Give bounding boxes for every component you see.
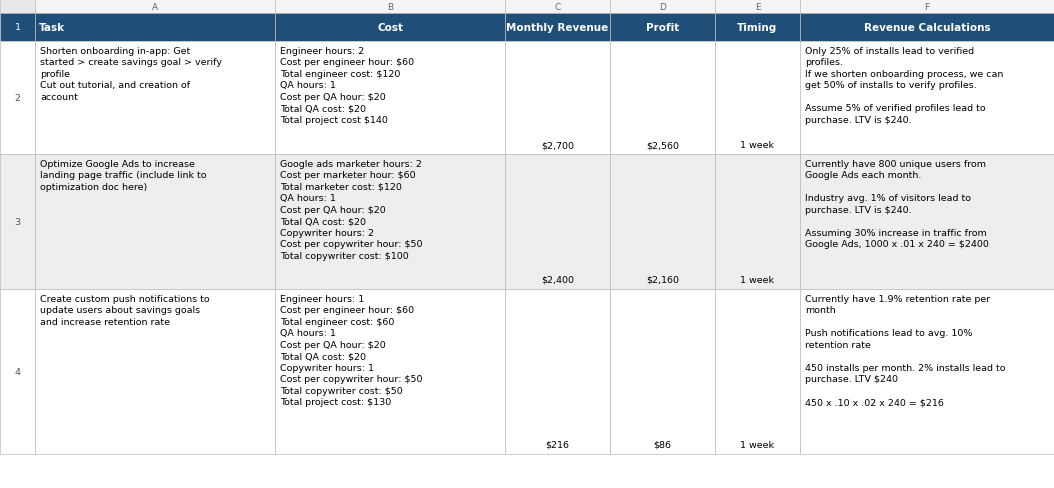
Text: Create custom push notifications to
update users about savings goals
and increas: Create custom push notifications to upda… xyxy=(40,294,210,326)
Bar xyxy=(35,14,275,42)
Text: Engineer hours: 2
Cost per engineer hour: $60
Total engineer cost: $120
QA hours: Engineer hours: 2 Cost per engineer hour… xyxy=(280,47,414,124)
Text: $2,560: $2,560 xyxy=(646,141,679,150)
Bar xyxy=(275,0,505,14)
Bar xyxy=(610,289,715,454)
Bar xyxy=(610,42,715,155)
Bar xyxy=(35,0,275,14)
Bar xyxy=(505,155,610,289)
Bar xyxy=(610,155,715,289)
Bar xyxy=(0,0,35,14)
Text: F: F xyxy=(924,2,930,12)
Bar xyxy=(715,155,800,289)
Text: 1 week: 1 week xyxy=(741,275,775,285)
Text: $86: $86 xyxy=(653,440,671,449)
Bar xyxy=(800,155,1054,289)
Bar xyxy=(715,42,800,155)
Text: $216: $216 xyxy=(546,440,569,449)
Text: A: A xyxy=(152,2,158,12)
Text: Timing: Timing xyxy=(738,23,778,33)
Text: Profit: Profit xyxy=(646,23,679,33)
Text: E: E xyxy=(755,2,760,12)
Bar xyxy=(275,14,505,42)
Bar xyxy=(275,155,505,289)
Bar xyxy=(0,289,35,454)
Bar xyxy=(715,0,800,14)
Text: Optimize Google Ads to increase
landing page traffic (include link to
optimizati: Optimize Google Ads to increase landing … xyxy=(40,160,207,191)
Text: C: C xyxy=(554,2,561,12)
Text: Shorten onboarding in-app: Get
started > create savings goal > verify
profile
Cu: Shorten onboarding in-app: Get started >… xyxy=(40,47,222,102)
Bar xyxy=(275,289,505,454)
Text: Cost: Cost xyxy=(377,23,403,33)
Text: D: D xyxy=(659,2,666,12)
Text: 1: 1 xyxy=(15,23,20,32)
Text: Monthly Revenue: Monthly Revenue xyxy=(506,23,608,33)
Text: Currently have 1.9% retention rate per
month

Push notifications lead to avg. 10: Currently have 1.9% retention rate per m… xyxy=(805,294,1006,406)
Text: B: B xyxy=(387,2,393,12)
Bar xyxy=(610,0,715,14)
Text: Revenue Calculations: Revenue Calculations xyxy=(863,23,991,33)
Bar xyxy=(35,42,275,155)
Bar xyxy=(275,42,505,155)
Bar xyxy=(610,14,715,42)
Bar xyxy=(505,14,610,42)
Text: 3: 3 xyxy=(15,218,21,226)
Bar xyxy=(800,42,1054,155)
Text: Engineer hours: 1
Cost per engineer hour: $60
Total engineer cost: $60
QA hours:: Engineer hours: 1 Cost per engineer hour… xyxy=(280,294,423,406)
Bar xyxy=(0,155,35,289)
Text: $2,400: $2,400 xyxy=(541,275,574,285)
Bar xyxy=(505,289,610,454)
Text: 1 week: 1 week xyxy=(741,440,775,449)
Bar xyxy=(715,289,800,454)
Text: Task: Task xyxy=(39,23,65,33)
Text: Google ads marketer hours: 2
Cost per marketer hour: $60
Total marketer cost: $1: Google ads marketer hours: 2 Cost per ma… xyxy=(280,160,423,260)
Bar xyxy=(800,0,1054,14)
Text: 2: 2 xyxy=(15,94,20,103)
Text: Only 25% of installs lead to verified
profiles.
If we shorten onboarding process: Only 25% of installs lead to verified pr… xyxy=(805,47,1003,124)
Text: $2,700: $2,700 xyxy=(541,141,574,150)
Text: 4: 4 xyxy=(15,367,20,376)
Bar xyxy=(505,42,610,155)
Bar xyxy=(800,14,1054,42)
Bar xyxy=(35,155,275,289)
Text: 1 week: 1 week xyxy=(741,141,775,150)
Text: $2,160: $2,160 xyxy=(646,275,679,285)
Bar xyxy=(505,0,610,14)
Bar xyxy=(35,289,275,454)
Text: Currently have 800 unique users from
Google Ads each month.

Industry avg. 1% of: Currently have 800 unique users from Goo… xyxy=(805,160,989,249)
Bar xyxy=(0,42,35,155)
Bar xyxy=(715,14,800,42)
Bar xyxy=(800,289,1054,454)
Bar xyxy=(0,14,35,42)
